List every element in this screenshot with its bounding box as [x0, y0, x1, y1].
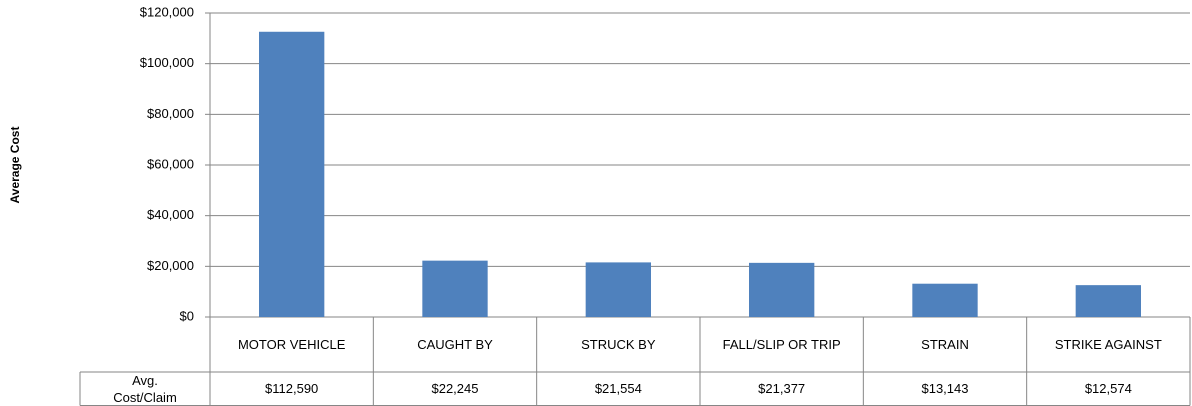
value-label-box: $21,377 [758, 381, 806, 397]
category-label-box: STRAIN [921, 337, 969, 352]
value-label: $21,377 [758, 381, 806, 397]
row-label: Avg. Cost/Claim [113, 372, 177, 405]
bar [259, 31, 325, 317]
value-label: $12,574 [1084, 381, 1132, 397]
bar [585, 262, 651, 317]
category-label: MOTOR VEHICLE [237, 337, 346, 352]
y-tick-label: $20,000 [147, 258, 194, 273]
y-tick-label: $120,000 [140, 4, 194, 19]
y-tick-label: $40,000 [147, 207, 194, 222]
category-label-box: MOTOR VEHICLE [237, 337, 346, 352]
category-label-box: STRUCK BY [581, 337, 656, 352]
category-label-box: CAUGHT BY [417, 337, 493, 352]
value-label-box: $21,554 [594, 381, 642, 397]
y-tick-label: $60,000 [147, 156, 194, 171]
category-label-box: STRIKE AGAINST [1054, 337, 1162, 352]
value-label-box: $13,143 [921, 381, 969, 397]
category-label: STRIKE AGAINST [1054, 337, 1162, 352]
y-tick-label: $100,000 [140, 55, 194, 70]
value-label-box: $12,574 [1084, 381, 1132, 397]
row-label-box: Avg. Cost/Claim [113, 372, 177, 405]
category-label: STRAIN [921, 337, 969, 352]
y-tick-label: $80,000 [147, 106, 194, 121]
value-label: $112,590 [265, 381, 319, 397]
bar [749, 262, 815, 317]
category-label: STRUCK BY [581, 337, 656, 352]
value-label-box: $112,590 [265, 381, 319, 397]
bar [1075, 285, 1141, 317]
value-label: $21,554 [594, 381, 642, 397]
y-tick-label: $0 [180, 308, 194, 323]
value-label-box: $22,245 [431, 381, 479, 397]
bar [422, 260, 488, 317]
category-label-box: FALL/SLIP OR TRIP [722, 337, 841, 352]
y-axis-label: Average Cost [8, 127, 22, 204]
value-label: $13,143 [921, 381, 969, 397]
category-label: FALL/SLIP OR TRIP [722, 337, 841, 352]
value-label: $22,245 [431, 381, 479, 397]
category-label: CAUGHT BY [417, 337, 493, 352]
bar [912, 283, 978, 317]
